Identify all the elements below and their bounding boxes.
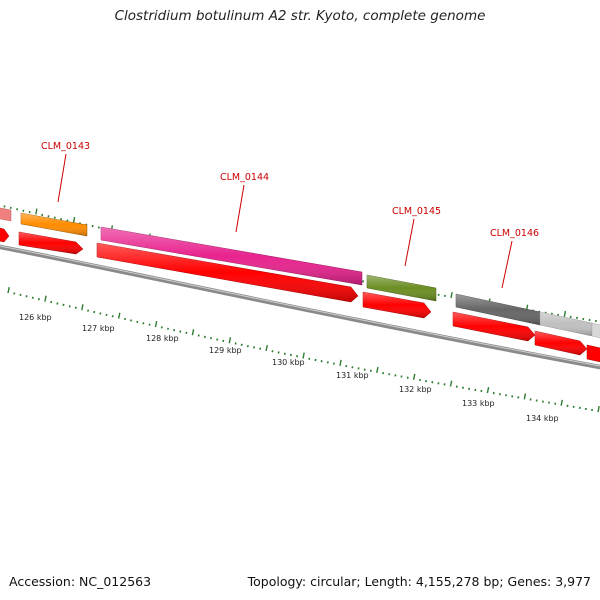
major-tick xyxy=(228,337,232,344)
major-tick xyxy=(154,320,158,328)
major-tick xyxy=(563,310,567,318)
major-tick xyxy=(597,405,600,413)
major-tick xyxy=(117,312,121,319)
major-tick xyxy=(81,304,84,311)
map-title: Clostridium botulinum A2 str. Kyoto, com… xyxy=(114,8,486,24)
genome-backbone xyxy=(0,244,600,370)
feature-row-inner xyxy=(0,227,600,363)
gene-CLM_0145-shade xyxy=(367,275,436,301)
genome-summary: Topology: circular; Length: 4,155,278 bp… xyxy=(247,574,591,589)
cds-arrow-0[interactable] xyxy=(0,227,10,243)
gene-CLM_0146-shade xyxy=(456,294,540,325)
accession-label: Accession: NC_012563 xyxy=(9,574,152,589)
cds-arrow-4-shade xyxy=(453,312,535,341)
gene-label-text: CLM_0145 xyxy=(392,206,441,217)
gene-next-lightgray-shade xyxy=(540,312,592,336)
major-tick xyxy=(72,216,76,224)
gene-partial-left[interactable] xyxy=(0,207,12,222)
major-tick xyxy=(339,359,342,366)
scale-label: 134 kbp xyxy=(526,414,559,423)
genome-backbone-highlight xyxy=(0,245,600,367)
cds-arrow-5-shade xyxy=(535,331,587,355)
gene-label-CLM_0146: CLM_0146 xyxy=(490,228,539,289)
major-tick xyxy=(412,373,416,380)
major-tick xyxy=(376,366,379,374)
major-tick xyxy=(35,208,38,215)
cds-arrow-1-shade xyxy=(19,232,83,254)
gene-partial-right[interactable] xyxy=(591,322,600,339)
scale-label: 128 kbp xyxy=(146,334,179,343)
scale-label: 132 kbp xyxy=(399,385,432,394)
major-tick xyxy=(486,386,490,394)
scale-label: 131 kbp xyxy=(336,371,369,380)
major-tick xyxy=(44,295,47,302)
scale-labels: 126 kbp 127 kbp 128 kbp 129 kbp 130 kbp … xyxy=(19,313,559,423)
scale-label: 126 kbp xyxy=(19,313,52,322)
gene-label-text: CLM_0143 xyxy=(41,141,90,152)
major-tick xyxy=(523,393,527,400)
scale-label: 133 kbp xyxy=(462,399,495,408)
feature-row-outer xyxy=(0,207,600,339)
cds-arrow-6[interactable] xyxy=(586,344,600,363)
gene-CLM_0143-shade xyxy=(21,213,87,236)
gene-label-text: CLM_0144 xyxy=(220,172,269,183)
gene-label-text: CLM_0146 xyxy=(490,228,539,239)
scale-label: 129 kbp xyxy=(209,346,242,355)
major-tick xyxy=(302,352,305,359)
scale-label: 127 kbp xyxy=(82,324,115,333)
major-tick xyxy=(7,286,10,294)
scale-label: 130 kbp xyxy=(272,358,305,367)
major-tick xyxy=(450,291,453,299)
gene-label-CLM_0145: CLM_0145 xyxy=(392,206,441,267)
gene-label-CLM_0144: CLM_0144 xyxy=(220,172,269,233)
major-tick xyxy=(449,380,453,387)
cds-arrow-3-shade xyxy=(363,292,431,318)
major-tick xyxy=(560,399,563,406)
inner-tick-ring xyxy=(7,286,600,413)
major-tick xyxy=(191,329,195,336)
major-tick xyxy=(265,344,268,352)
cds-arrow-2-shade xyxy=(97,243,358,302)
gene-label-CLM_0143: CLM_0143 xyxy=(41,141,90,203)
gene-CLM_0144-shade xyxy=(101,227,362,285)
